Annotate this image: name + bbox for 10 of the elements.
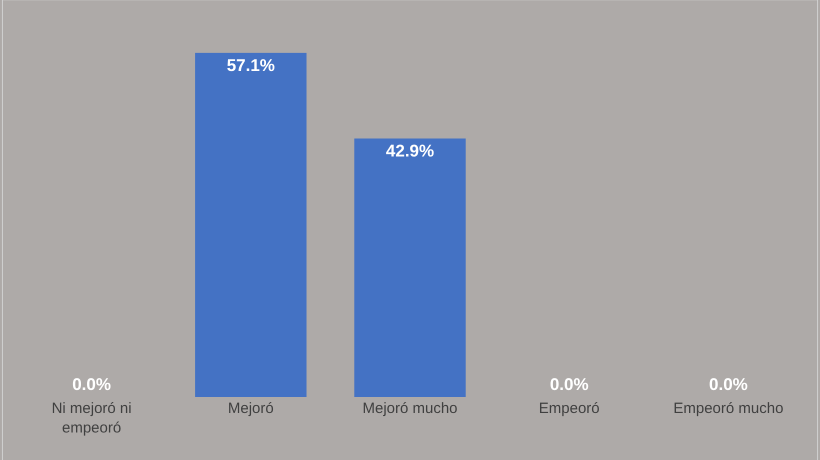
x-tick-label: Ni mejoró ni empeoró (52, 400, 132, 436)
data-label: 57.1% (226, 56, 275, 75)
x-tick-label: Mejoró (228, 400, 274, 417)
data-label: 0.0% (72, 375, 111, 394)
data-label: 42.9% (386, 141, 434, 160)
x-tick-label: Empeoró (538, 400, 600, 417)
x-tick-label: Mejoró mucho (362, 400, 458, 417)
data-label: 0.0% (709, 375, 748, 394)
data-label: 0.0% (550, 375, 589, 394)
x-tick-label: Empeoró mucho (673, 400, 784, 417)
